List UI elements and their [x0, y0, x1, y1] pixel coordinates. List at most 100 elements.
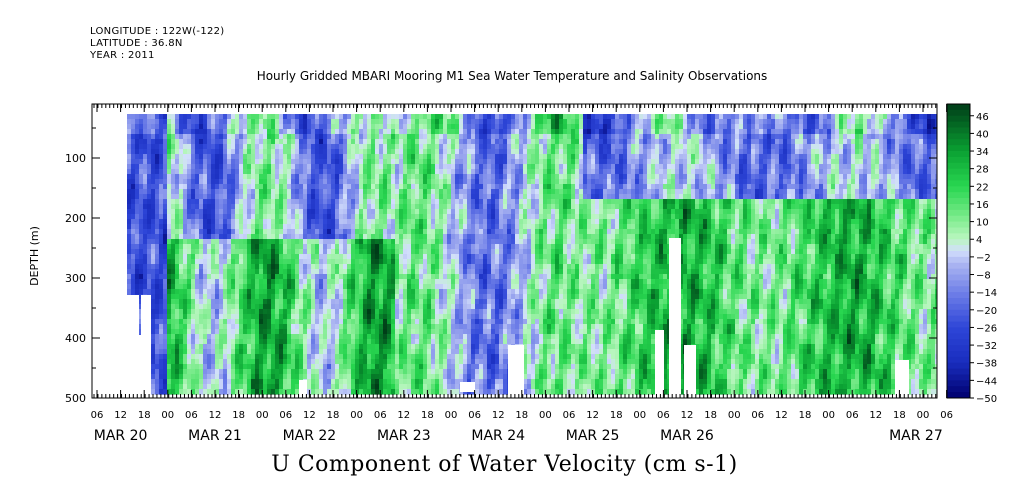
heatmap-cell: [447, 209, 452, 215]
heatmap-cell: [367, 274, 372, 280]
heatmap-cell: [231, 374, 236, 380]
heatmap-cell: [355, 114, 360, 120]
heatmap-cell: [283, 154, 288, 160]
heatmap-cell: [271, 139, 276, 145]
heatmap-cell: [191, 344, 196, 350]
heatmap-cell: [231, 324, 236, 330]
heatmap-cell: [171, 369, 176, 375]
heatmap-cell: [175, 214, 180, 220]
heatmap-cell: [167, 319, 172, 325]
heatmap-cell: [431, 194, 436, 200]
heatmap-cell: [431, 319, 436, 325]
heatmap-cell: [471, 359, 476, 365]
heatmap-cell: [471, 219, 476, 225]
heatmap-cell: [183, 154, 188, 160]
heatmap-cell: [191, 119, 196, 125]
heatmap-cell: [279, 189, 284, 195]
heatmap-cell: [391, 294, 396, 300]
heatmap-cell: [271, 204, 276, 210]
heatmap-cell: [159, 179, 164, 185]
heatmap-cell: [291, 359, 296, 365]
heatmap-cell: [339, 244, 344, 250]
heatmap-cell: [299, 219, 304, 225]
heatmap-cell: [367, 389, 372, 395]
heatmap-cell: [267, 304, 272, 310]
heatmap-cell: [359, 384, 364, 390]
heatmap-cell: [295, 184, 300, 190]
heatmap-cell: [375, 279, 380, 285]
heatmap-cell: [379, 199, 384, 205]
heatmap-cell: [475, 354, 480, 360]
heatmap-cell: [467, 259, 472, 265]
heatmap-cell: [427, 364, 432, 370]
heatmap-cell: [347, 199, 352, 205]
heatmap-cell: [199, 389, 204, 395]
heatmap-cell: [323, 134, 328, 140]
heatmap-cell: [323, 269, 328, 275]
heatmap-cell: [423, 204, 428, 210]
heatmap-cell: [415, 144, 420, 150]
heatmap-cell: [155, 289, 160, 295]
heatmap-cell: [135, 289, 140, 295]
heatmap-cell: [235, 159, 240, 165]
heatmap-cell: [359, 279, 364, 285]
heatmap-cell: [223, 214, 228, 220]
heatmap-cell: [187, 309, 192, 315]
heatmap-field: [127, 114, 937, 398]
heatmap-cell: [431, 189, 436, 195]
heatmap-cell: [435, 184, 440, 190]
heatmap-cell: [167, 339, 172, 345]
heatmap-cell: [327, 299, 332, 305]
heatmap-cell: [411, 314, 416, 320]
heatmap-cell: [423, 324, 428, 330]
heatmap-cell: [183, 144, 188, 150]
heatmap-cell: [227, 154, 232, 160]
heatmap-cell: [315, 164, 320, 170]
heatmap-cell: [231, 194, 236, 200]
heatmap-cell: [447, 224, 452, 230]
heatmap-cell: [387, 204, 392, 210]
heatmap-cell: [435, 304, 440, 310]
heatmap-cell: [395, 244, 400, 250]
heatmap-cell: [415, 359, 420, 365]
heatmap-cell: [423, 364, 428, 370]
heatmap-cell: [127, 219, 132, 225]
heatmap-cell: [287, 304, 292, 310]
heatmap-cell: [287, 224, 292, 230]
heatmap-cell: [459, 164, 464, 170]
heatmap-cell: [335, 189, 340, 195]
heatmap-cell: [239, 249, 244, 255]
heatmap-cell: [403, 264, 408, 270]
heatmap-cell: [455, 209, 460, 215]
heatmap-cell: [355, 164, 360, 170]
heatmap-cell: [255, 269, 260, 275]
heatmap-cell: [343, 259, 348, 265]
heatmap-cell: [379, 269, 384, 275]
heatmap-cell: [191, 309, 196, 315]
heatmap-cell: [279, 159, 284, 165]
heatmap-cell: [431, 289, 436, 295]
heatmap-cell: [307, 319, 312, 325]
heatmap-cell: [267, 364, 272, 370]
heatmap-cell: [211, 184, 216, 190]
heatmap-cell: [243, 189, 248, 195]
heatmap-cell: [463, 349, 468, 355]
heatmap-cell: [327, 179, 332, 185]
heatmap-cell: [443, 124, 448, 130]
heatmap-cell: [147, 114, 152, 120]
heatmap-cell: [335, 209, 340, 215]
heatmap-cell: [215, 324, 220, 330]
heatmap-cell: [371, 299, 376, 305]
heatmap-cell: [323, 174, 328, 180]
heatmap-cell: [227, 354, 232, 360]
heatmap-cell: [179, 279, 184, 285]
heatmap-cell: [223, 154, 228, 160]
heatmap-cell: [303, 329, 308, 335]
heatmap-cell: [263, 129, 268, 135]
heatmap-cell: [175, 224, 180, 230]
heatmap-cell: [451, 374, 456, 380]
heatmap-cell: [283, 319, 288, 325]
heatmap-cell: [287, 194, 292, 200]
heatmap-cell: [227, 284, 232, 290]
heatmap-cell: [167, 224, 172, 230]
